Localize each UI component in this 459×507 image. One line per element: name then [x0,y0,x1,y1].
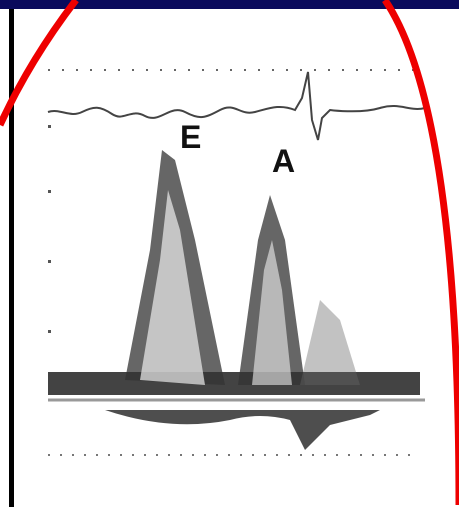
depth-markers [48,125,51,333]
a-wave-label: A [272,143,295,179]
e-wave-label: E [180,119,201,155]
red-outline [382,0,459,506]
top-bar [0,0,459,9]
doppler-spectrum [48,150,425,450]
ecg-trace [47,71,426,141]
red-outline [0,0,79,127]
left-rule [9,9,14,507]
